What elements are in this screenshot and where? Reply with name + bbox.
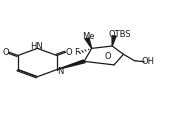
Polygon shape xyxy=(112,36,116,46)
Polygon shape xyxy=(57,60,85,70)
Text: O: O xyxy=(66,48,72,57)
Text: O: O xyxy=(105,52,111,61)
Text: OTBS: OTBS xyxy=(109,30,131,39)
Text: O: O xyxy=(2,48,9,57)
Polygon shape xyxy=(85,38,92,48)
Text: F: F xyxy=(74,48,79,57)
Text: OH: OH xyxy=(142,57,155,66)
Text: N: N xyxy=(57,67,64,76)
Text: HN: HN xyxy=(30,42,43,51)
Text: Me: Me xyxy=(83,32,95,41)
